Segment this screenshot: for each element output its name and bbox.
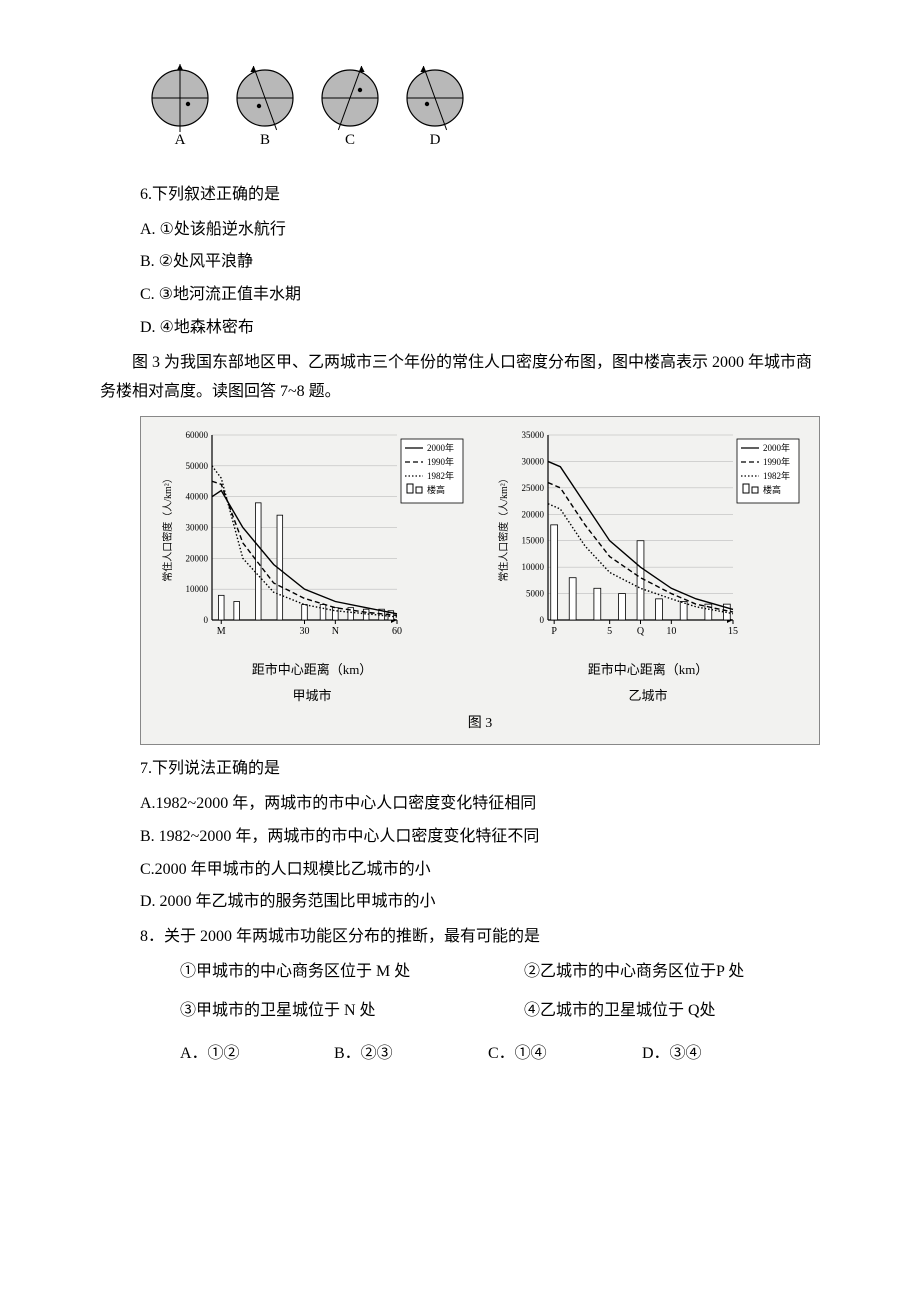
q8-choice-d: D．③④ xyxy=(642,1040,702,1069)
svg-text:C: C xyxy=(345,132,355,148)
q8-sub3: ③甲城市的卫星城位于 N 处 xyxy=(180,997,520,1026)
fig3-left-xlabel: 距市中心距离（km） xyxy=(149,658,475,681)
svg-text:P: P xyxy=(551,626,557,637)
svg-text:15000: 15000 xyxy=(522,536,545,546)
svg-text:1982年: 1982年 xyxy=(763,470,790,481)
svg-text:30000: 30000 xyxy=(186,523,209,533)
svg-text:10: 10 xyxy=(666,626,676,637)
svg-text:M: M xyxy=(217,626,226,637)
fig3-box: 0100002000030000400005000060000M30N60常住人… xyxy=(140,416,820,745)
q7-opt-d: D. 2000 年乙城市的服务范围比甲城市的小 xyxy=(140,888,820,917)
q8-choice-a: A．①② xyxy=(180,1040,330,1069)
q7-opt-a: A.1982~2000 年，两城市的市中心人口密度变化特征相同 xyxy=(140,790,820,819)
q8-sub4: ④乙城市的卫星城位于 Q处 xyxy=(524,997,716,1026)
svg-text:0: 0 xyxy=(204,615,209,625)
svg-text:60000: 60000 xyxy=(186,430,209,440)
svg-text:10000: 10000 xyxy=(186,585,209,595)
svg-text:40000: 40000 xyxy=(186,492,209,502)
svg-text:25000: 25000 xyxy=(522,483,545,493)
svg-text:2000年: 2000年 xyxy=(427,442,454,453)
globe-svg: A B C D xyxy=(140,60,480,150)
svg-text:楼高: 楼高 xyxy=(763,484,781,495)
svg-text:常住人口密度（人/km²）: 常住人口密度（人/km²） xyxy=(161,474,174,583)
fig3-left-cell: 0 10000 20000 30000 40000 50000 60000 M 30 N 60 常住人… xyxy=(149,425,475,707)
svg-text:A: A xyxy=(175,132,186,148)
q8-stem: 8．关于 2000 年两城市功能区分布的推断，最有可能的是 xyxy=(140,923,820,952)
svg-text:35000: 35000 xyxy=(522,430,545,440)
svg-text:10000: 10000 xyxy=(522,563,545,573)
fig3-right-xlabel: 距市中心距离（km） xyxy=(485,658,811,681)
svg-text:30: 30 xyxy=(300,626,310,637)
svg-text:50000: 50000 xyxy=(186,461,209,471)
svg-text:Q: Q xyxy=(637,626,645,637)
q8-sub2: ②乙城市的中心商务区位于P 处 xyxy=(524,958,744,987)
svg-text:N: N xyxy=(332,626,339,637)
svg-text:D: D xyxy=(430,132,441,148)
q6-stem: 6.下列叙述正确的是 xyxy=(140,181,820,210)
svg-text:5: 5 xyxy=(607,626,612,637)
q6-opt-a: A. ①处该船逆水航行 xyxy=(140,216,820,245)
svg-text:20000: 20000 xyxy=(522,510,545,520)
svg-text:30000: 30000 xyxy=(522,457,545,467)
fig3-left-title: 甲城市 xyxy=(149,684,475,707)
q8-choice-b: B．②③ xyxy=(334,1040,484,1069)
fig3-intro: 图 3 为我国东部地区甲、乙两城市三个年份的常住人口密度分布图，图中楼高表示 2… xyxy=(100,349,820,407)
q7-opt-c: C.2000 年甲城市的人口规模比乙城市的小 xyxy=(140,856,820,885)
q7-stem: 7.下列说法正确的是 xyxy=(140,755,820,784)
q8-sub1: ①甲城市的中心商务区位于 M 处 xyxy=(180,958,520,987)
svg-text:常住人口密度（人/km²）: 常住人口密度（人/km²） xyxy=(497,474,510,583)
svg-text:1982年: 1982年 xyxy=(427,470,454,481)
svg-text:20000: 20000 xyxy=(186,554,209,564)
q8-choice-c: C．①④ xyxy=(488,1040,638,1069)
fig3-right-chart: 0 5000 10000 15000 20000 25000 30000 35000 P 5 Q 10… xyxy=(493,425,803,645)
svg-text:5000: 5000 xyxy=(526,589,545,599)
q6-opt-c: C. ③地河流正值丰水期 xyxy=(140,281,820,310)
fig3-right-title: 乙城市 xyxy=(485,684,811,707)
svg-text:1990年: 1990年 xyxy=(763,456,790,467)
fig3-left-chart: 0 10000 20000 30000 40000 50000 60000 M 30 N 60 常住人… xyxy=(157,425,467,645)
svg-text:2000年: 2000年 xyxy=(763,442,790,453)
svg-text:楼高: 楼高 xyxy=(427,484,445,495)
svg-text:0: 0 xyxy=(540,615,545,625)
q6-opt-d: D. ④地森林密布 xyxy=(140,314,820,343)
globe-figure: A B C D xyxy=(140,60,820,161)
svg-text:15: 15 xyxy=(728,626,738,637)
q7-opt-b: B. 1982~2000 年，两城市的市中心人口密度变化特征不同 xyxy=(140,823,820,852)
svg-text:B: B xyxy=(260,132,270,148)
fig3-right-cell: 0 5000 10000 15000 20000 25000 30000 35000 P 5 Q 10… xyxy=(485,425,811,707)
q6-opt-b: B. ②处风平浪静 xyxy=(140,248,820,277)
fig3-caption: 图 3 xyxy=(149,711,811,736)
svg-text:60: 60 xyxy=(392,626,402,637)
svg-text:1990年: 1990年 xyxy=(427,456,454,467)
